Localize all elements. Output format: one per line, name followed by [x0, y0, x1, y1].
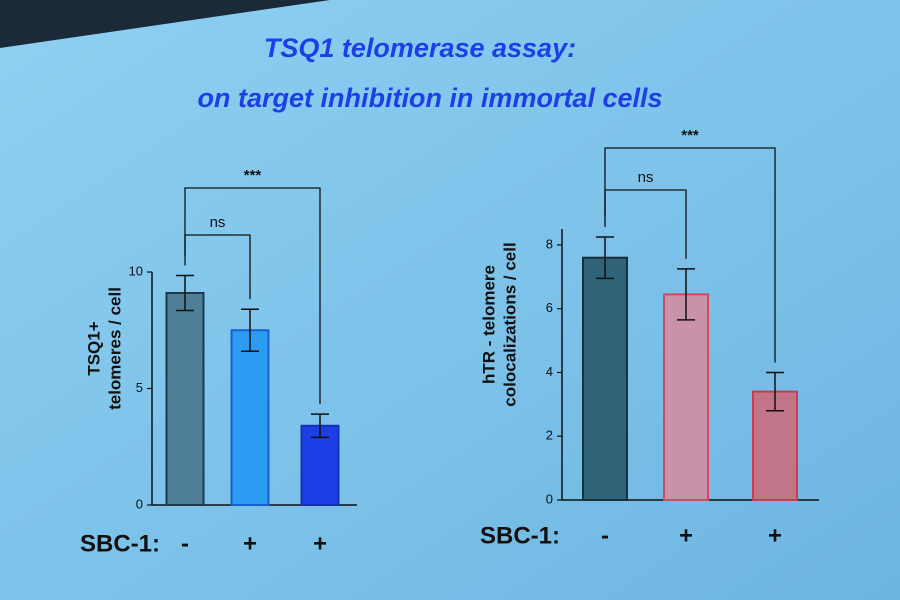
screen-edge [0, 0, 330, 48]
x-tick-label: + [768, 522, 782, 549]
x-axis-label: SBC-1: [80, 530, 160, 557]
title-line: TSQ1 telomerase assay: [264, 33, 576, 63]
y-axis-label: colocalizations / cell [500, 242, 519, 406]
y-tick-label: 2 [546, 428, 553, 443]
x-tick-label: - [181, 530, 189, 557]
x-tick-label: + [679, 522, 693, 549]
significance-label: *** [244, 167, 262, 184]
y-axis-label: hTR - telomere [479, 265, 498, 384]
title-line: on target inhibition in immortal cells [197, 83, 662, 113]
bar [582, 256, 628, 501]
error-bar [766, 371, 784, 412]
x-tick-label: + [243, 530, 257, 557]
error-bar [677, 268, 695, 321]
error-bar [176, 274, 194, 312]
y-tick-label: 5 [136, 380, 143, 395]
significance-label: ns [638, 169, 654, 186]
x-axis-label: SBC-1: [480, 522, 560, 549]
y-tick-label: 0 [136, 496, 143, 511]
error-bar [241, 308, 259, 352]
y-tick-label: 8 [546, 236, 553, 251]
y-tick-label: 4 [546, 364, 553, 379]
x-tick-label: - [601, 522, 609, 549]
x-tick-label: + [313, 530, 327, 557]
significance-label: *** [681, 127, 699, 144]
y-tick-label: 0 [546, 491, 553, 506]
y-tick-label: 6 [546, 300, 553, 315]
error-bar [596, 236, 614, 280]
bar [300, 424, 340, 506]
bar [165, 291, 205, 506]
significance-bracket [604, 147, 776, 363]
bar [230, 329, 270, 506]
y-tick-label: 10 [129, 263, 143, 278]
y-axis-label: TSQ1+ [84, 321, 103, 375]
error-bar [311, 413, 329, 439]
y-axis-label: telomeres / cell [105, 287, 124, 410]
significance-bracket [184, 187, 321, 405]
bar [663, 293, 709, 501]
significance-label: ns [210, 214, 226, 231]
